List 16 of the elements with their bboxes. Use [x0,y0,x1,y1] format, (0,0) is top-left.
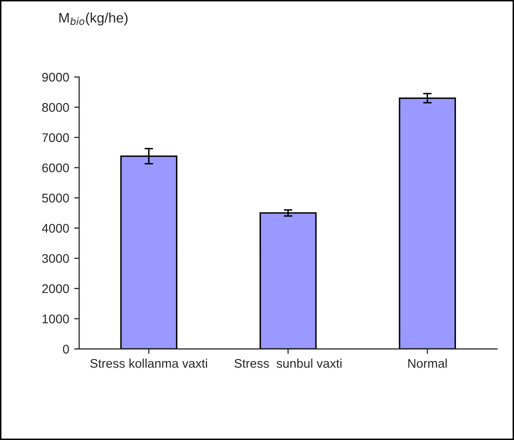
y-tick-label: 0 [62,344,69,354]
y-tick-label: 5000 [42,194,69,203]
x-tick-label: Stress kollanma vaxti [90,358,208,368]
bar [260,212,317,349]
y-tick-label: 3000 [42,254,69,263]
bar [398,97,456,349]
y-tick-label: 1000 [42,314,69,324]
y-tick-label: 4000 [42,224,69,233]
y-tick-label: 8000 [42,103,69,112]
y-axis-title: M$_{bio}$(kg/he) [59,12,128,26]
y-tick-label: 9000 [42,72,69,82]
x-tick-label: Normal [408,358,447,368]
x-tick-label: Stress sunbul vaxti [234,358,342,368]
y-tick-label: 7000 [42,133,69,142]
y-tick-label: 6000 [42,163,69,172]
y-tick-label: 2000 [42,284,69,294]
